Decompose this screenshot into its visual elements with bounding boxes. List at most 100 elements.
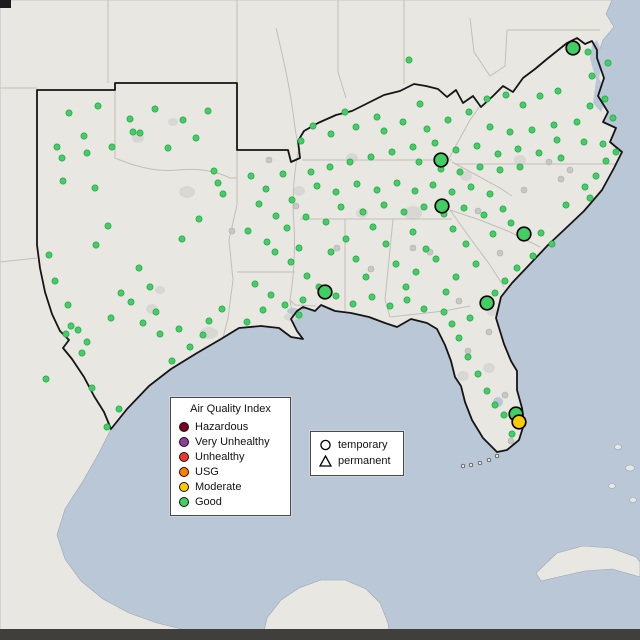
good-monitor-dot[interactable] xyxy=(186,343,194,351)
good-monitor-dot[interactable] xyxy=(164,144,172,152)
good-monitor-dot[interactable] xyxy=(107,314,115,322)
good-monitor-dot[interactable] xyxy=(168,357,176,365)
good-monitor-dot[interactable] xyxy=(392,260,400,268)
good-monitor-dot[interactable] xyxy=(117,289,125,297)
inactive-monitor-dot[interactable] xyxy=(520,186,528,194)
good-monitor-dot[interactable] xyxy=(59,177,67,185)
good-monitor-dot[interactable] xyxy=(342,235,350,243)
good-monitor-dot[interactable] xyxy=(373,113,381,121)
good-monitor-dot[interactable] xyxy=(135,264,143,272)
good-monitor-dot[interactable] xyxy=(483,95,491,103)
inactive-monitor-dot[interactable] xyxy=(485,328,493,336)
good-monitor-dot[interactable] xyxy=(573,118,581,126)
inactive-monitor-dot[interactable] xyxy=(464,347,472,355)
good-monitor-dot[interactable] xyxy=(399,118,407,126)
good-monitor-dot[interactable] xyxy=(353,180,361,188)
good-monitor-dot[interactable] xyxy=(499,205,507,213)
good-monitor-dot[interactable] xyxy=(431,139,439,147)
good-monitor-dot[interactable] xyxy=(129,128,137,136)
good-monitor-dot[interactable] xyxy=(514,145,522,153)
good-monitor-dot[interactable] xyxy=(271,248,279,256)
good-monitor-dot[interactable] xyxy=(247,172,255,180)
good-monitor-dot[interactable] xyxy=(279,170,287,178)
good-monitor-dot[interactable] xyxy=(74,326,82,334)
good-monitor-dot[interactable] xyxy=(423,125,431,133)
good-monitor-dot[interactable] xyxy=(352,123,360,131)
good-monitor-dot[interactable] xyxy=(588,72,596,80)
good-monitor-dot[interactable] xyxy=(403,296,411,304)
good-monitor-dot[interactable] xyxy=(386,302,394,310)
good-monitor-dot[interactable] xyxy=(214,179,222,187)
good-monitor-dot[interactable] xyxy=(604,59,612,67)
good-monitor-dot[interactable] xyxy=(51,277,59,285)
good-monitor-dot[interactable] xyxy=(272,212,280,220)
good-monitor-dot[interactable] xyxy=(326,163,334,171)
inactive-monitor-dot[interactable] xyxy=(496,249,504,257)
good-monitor-dot[interactable] xyxy=(452,146,460,154)
good-monitor-dot[interactable] xyxy=(349,300,357,308)
good-monitor-dot[interactable] xyxy=(337,203,345,211)
good-monitor-dot[interactable] xyxy=(151,105,159,113)
good-monitor-dot[interactable] xyxy=(42,375,50,383)
good-monitor-dot[interactable] xyxy=(609,114,617,122)
inactive-monitor-dot[interactable] xyxy=(557,175,565,183)
good-monitor-dot[interactable] xyxy=(442,288,450,296)
inactive-monitor-dot[interactable] xyxy=(566,166,574,174)
good-monitor-dot[interactable] xyxy=(218,305,226,313)
good-monitor-dot[interactable] xyxy=(243,318,251,326)
good-monitor-dot[interactable] xyxy=(393,179,401,187)
good-monitor-dot[interactable] xyxy=(494,150,502,158)
good-monitor-dot[interactable] xyxy=(327,248,335,256)
good-monitor-dot[interactable] xyxy=(448,320,456,328)
good-monitor-dot[interactable] xyxy=(502,91,510,99)
good-monitor-dot[interactable] xyxy=(420,305,428,313)
good-monitor-dot[interactable] xyxy=(489,230,497,238)
good-monitor-dot[interactable] xyxy=(368,293,376,301)
good-monitor-dot[interactable] xyxy=(80,132,88,140)
good-monitor-dot[interactable] xyxy=(382,240,390,248)
good-monitor-dot[interactable] xyxy=(295,311,303,319)
good-monitor-dot[interactable] xyxy=(263,238,271,246)
good-monitor-dot[interactable] xyxy=(115,405,123,413)
good-monitor-dot[interactable] xyxy=(465,108,473,116)
good-monitor-dot[interactable] xyxy=(307,168,315,176)
good-monitor-dot[interactable] xyxy=(104,222,112,230)
good-monitor-dot[interactable] xyxy=(464,353,472,361)
good-monitor-dot[interactable] xyxy=(380,127,388,135)
good-monitor-dot[interactable] xyxy=(62,330,70,338)
good-monitor-dot[interactable] xyxy=(67,322,75,330)
good-monitor-dot[interactable] xyxy=(92,241,100,249)
good-monitor-dot[interactable] xyxy=(473,142,481,150)
good-monitor-dot[interactable] xyxy=(474,370,482,378)
good-monitor-dot[interactable] xyxy=(332,188,340,196)
good-monitor-dot[interactable] xyxy=(192,134,200,142)
good-monitor-dot[interactable] xyxy=(373,186,381,194)
good-monitor-dot[interactable] xyxy=(486,123,494,131)
good-monitor-dot[interactable] xyxy=(327,130,335,138)
good-monitor-dot[interactable] xyxy=(501,277,509,285)
good-monitor-dot[interactable] xyxy=(262,185,270,193)
good-monitor-dot[interactable] xyxy=(156,330,164,338)
good-monitor-dot[interactable] xyxy=(500,411,508,419)
good-monitor-dot[interactable] xyxy=(537,229,545,237)
good-monitor-dot[interactable] xyxy=(322,218,330,226)
good-monitor-dot[interactable] xyxy=(309,122,317,130)
temporary-monitor-good[interactable] xyxy=(317,284,333,300)
inactive-monitor-dot[interactable] xyxy=(228,227,236,235)
good-monitor-dot[interactable] xyxy=(420,203,428,211)
good-monitor-dot[interactable] xyxy=(584,48,592,56)
good-monitor-dot[interactable] xyxy=(507,219,515,227)
good-monitor-dot[interactable] xyxy=(455,334,463,342)
good-monitor-dot[interactable] xyxy=(210,167,218,175)
good-monitor-dot[interactable] xyxy=(483,387,491,395)
good-monitor-dot[interactable] xyxy=(199,331,207,339)
good-monitor-dot[interactable] xyxy=(332,292,340,300)
good-monitor-dot[interactable] xyxy=(536,92,544,100)
good-monitor-dot[interactable] xyxy=(429,181,437,189)
temporary-monitor-moderate[interactable] xyxy=(511,414,527,430)
good-monitor-dot[interactable] xyxy=(472,260,480,268)
good-monitor-dot[interactable] xyxy=(108,143,116,151)
good-monitor-dot[interactable] xyxy=(359,208,367,216)
good-monitor-dot[interactable] xyxy=(281,301,289,309)
